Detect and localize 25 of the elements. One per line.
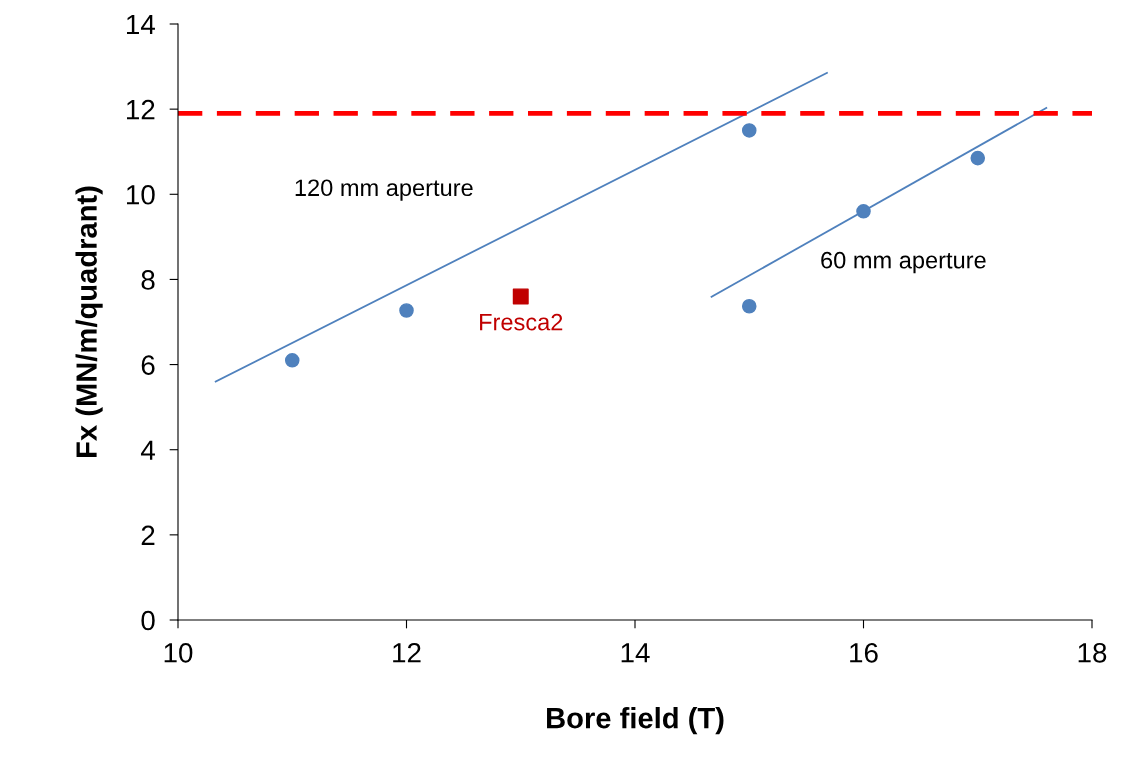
y-tick-label: 12: [127, 99, 155, 120]
series-label: Fresca2: [480, 313, 563, 331]
y-tick-label: 14: [127, 14, 155, 35]
point: [512, 288, 529, 305]
point: [970, 150, 986, 166]
point: [856, 204, 871, 219]
point: [741, 298, 757, 314]
x-tick-label: 10: [164, 642, 193, 663]
point: [741, 123, 757, 138]
x-tick-label: 18: [1078, 642, 1107, 663]
y-tick-label: 2: [141, 525, 155, 545]
y-tick-label: 4: [140, 440, 155, 460]
y-tick-label: 8: [141, 270, 155, 290]
series-label: 120 mm aperture: [295, 179, 473, 201]
y-tick-label: 10: [127, 184, 155, 205]
point: [284, 353, 300, 368]
x-tick-label: 14: [621, 643, 650, 663]
x-axis-title: Bore field (T): [547, 707, 724, 735]
series-label: 60 mm aperture: [821, 251, 986, 274]
y-tick-label: 6: [141, 355, 155, 375]
point: [399, 303, 414, 318]
y-tick-label: 0: [141, 610, 155, 631]
y-axis-title: Fx (MN/m/quadrant): [75, 186, 103, 457]
x-tick-label: 12: [393, 642, 421, 663]
x-tick-label: 16: [850, 642, 878, 663]
